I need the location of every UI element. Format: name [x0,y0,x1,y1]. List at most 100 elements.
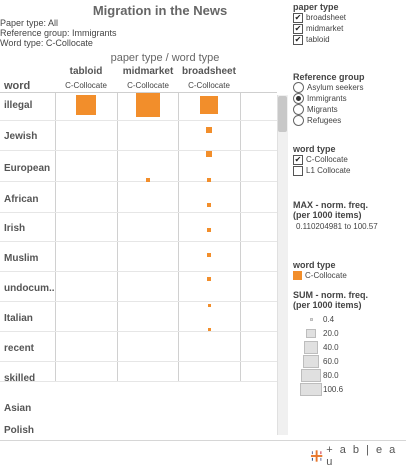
tableau-logo[interactable]: + a b | e a u [310,444,406,468]
size-legend-title: SUM - norm. freq. [293,290,369,300]
reference-group-caption: Reference group: Immigrants [0,28,117,38]
color-legend-title: word type [293,260,336,270]
column-header-broadsheet[interactable]: broadsheet [182,66,236,77]
row-label-jewish[interactable]: Jewish [4,131,38,142]
radio-icon[interactable] [293,115,304,126]
row-label-illegal[interactable]: illegal [4,100,33,111]
row-label-polish[interactable]: Polish [4,425,35,436]
mark-italian-broadsheet[interactable] [207,277,211,281]
checkbox-icon[interactable] [293,165,303,176]
size-legend-label: 0.4 [323,315,335,324]
row-label-african[interactable]: African [4,194,39,205]
row-label-asian[interactable]: Asian [4,403,32,414]
reference-group-filter: Reference group Asylum seekers Immigrant… [293,72,365,126]
radio-migrants[interactable]: Migrants [293,104,365,115]
row-divider [0,241,277,242]
size-legend-label: 80.0 [323,371,339,380]
radio-immigrants[interactable]: Immigrants [293,93,365,104]
filter-item-l1-collocate[interactable]: L1 Collocate [293,165,350,176]
grid-divider [178,92,179,382]
word-type-filter-title: word type [293,144,336,154]
color-legend: word type C-Collocate [293,260,347,281]
paper-type-filter-title: paper type [293,2,339,12]
checkbox-checked-icon[interactable]: ✔ [293,12,303,23]
word-type-filter: word type ✔ C-Collocate L1 Collocate [293,144,350,176]
radio-icon[interactable] [293,104,304,115]
row-divider [0,120,277,121]
row-label-recent[interactable]: recent [4,343,35,354]
vertical-scrollbar[interactable] [277,95,288,435]
column-subheader-midmarket: C-Collocate [127,81,169,90]
tableau-cross-icon [310,450,323,462]
row-label-muslim[interactable]: Muslim [4,253,39,264]
size-legend-box [304,341,318,354]
mark-irish-broadsheet[interactable] [206,202,212,208]
row-label-undocumented[interactable]: undocum.. [4,283,55,294]
mark-jewish-broadsheet[interactable] [206,127,212,133]
size-legend: 0.4 20.0 40.0 60.0 80.0 100.6 [293,313,403,403]
column-header-tabloid[interactable]: tabloid [69,66,103,77]
size-legend-label: 40.0 [323,343,339,352]
mark-muslim-broadsheet[interactable] [206,227,212,233]
column-subheader-broadsheet: C-Collocate [188,81,230,90]
max-freq-range[interactable]: 0.110204981 to 100.57 [296,222,378,231]
mark-skilled-broadsheet[interactable] [207,327,211,331]
color-swatch-icon [293,271,302,280]
row-label-italian[interactable]: Italian [4,313,33,324]
paper-type-caption: Paper type: All [0,18,59,28]
filter-item-broadsheet[interactable]: ✔ broadsheet [293,12,347,23]
row-label-skilled[interactable]: skilled [4,373,36,384]
mark-recent-broadsheet[interactable] [207,303,211,307]
size-legend-box [300,383,322,396]
scrollbar-thumb[interactable] [278,96,287,132]
max-freq-filter: MAX - norm. freq. (per 1000 items) 0.110… [293,200,403,231]
tableau-wordmark: + a b | e a u [326,444,398,468]
footer-divider [0,440,406,441]
size-legend-label: 100.6 [323,385,344,394]
grid-divider [55,92,56,382]
row-divider [0,150,277,151]
checkbox-checked-icon[interactable]: ✔ [293,34,303,45]
word-column-header: word [4,80,31,92]
row-label-european[interactable]: European [4,163,51,174]
radio-asylum-seekers[interactable]: Asylum seekers [293,82,365,93]
marks-layer [75,93,218,331]
size-legend-box [309,318,313,321]
mark-illegal-tabloid[interactable] [75,94,96,115]
checkbox-checked-icon[interactable]: ✔ [293,154,303,165]
radio-selected-icon[interactable] [293,93,304,104]
size-legend-box [302,355,320,368]
size-legend-label: 60.0 [323,357,339,366]
radio-icon[interactable] [293,82,304,93]
size-legend-box [301,369,321,382]
mark-african-midmarket[interactable] [145,177,151,183]
paper-type-filter: paper type ✔ broadsheet ✔ midmarket ✔ tablo… [293,2,346,45]
mark-european-broadsheet[interactable] [206,151,212,157]
mark-illegal-broadsheet[interactable] [200,96,218,114]
header-divider [0,92,277,93]
mark-african-broadsheet[interactable] [206,177,212,183]
grid-divider [240,92,241,382]
mark-undocum-broadsheet[interactable] [207,253,211,257]
max-freq-title-units: (per 1000 items) [293,210,362,220]
grid-divider [117,92,118,382]
size-legend-box [306,328,316,339]
row-divider [0,361,277,362]
mark-illegal-midmarket[interactable] [136,93,160,117]
row-divider [0,381,277,382]
paper-word-header: paper type / word type [110,52,220,64]
filter-item-midmarket[interactable]: ✔ midmarket [293,23,344,34]
size-legend-label: 20.0 [323,329,339,338]
radio-refugees[interactable]: Refugees [293,115,365,126]
filter-item-c-collocate[interactable]: ✔ C-Collocate [293,154,348,165]
filter-item-tabloid[interactable]: ✔ tabloid [293,34,330,45]
max-freq-title: MAX - norm. freq. [293,200,369,210]
checkbox-checked-icon[interactable]: ✔ [293,23,303,34]
row-divider [0,271,277,272]
size-legend-title-block: SUM - norm. freq. (per 1000 items) [293,290,368,310]
reference-group-filter-title: Reference group [293,72,365,82]
column-header-midmarket[interactable]: midmarket [122,66,174,77]
row-divider [0,331,277,332]
row-label-irish[interactable]: Irish [4,223,26,234]
color-legend-item[interactable]: C-Collocate [293,270,347,281]
